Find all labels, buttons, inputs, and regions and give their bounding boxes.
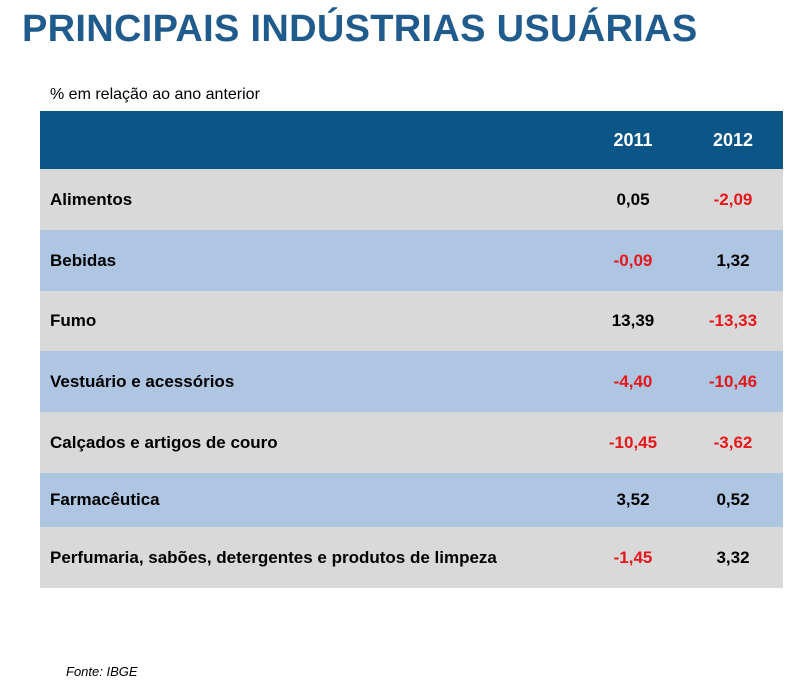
table-header-row: 2011 2012 <box>40 111 783 169</box>
table-row: Alimentos 0,05 -2,09 <box>40 169 783 230</box>
row-label: Perfumaria, sabões, detergentes e produt… <box>50 547 497 567</box>
value-2012: 1,32 <box>716 250 750 270</box>
value-2012: -3,62 <box>713 432 753 452</box>
table-row: Perfumaria, sabões, detergentes e produt… <box>40 527 783 588</box>
value-2011: -0,09 <box>613 250 653 270</box>
value-2011: 3,52 <box>616 490 650 509</box>
table-row: Vestuário e acessórios -4,40 -10,46 <box>40 351 783 412</box>
page-title: PRINCIPAIS INDÚSTRIAS USUÁRIAS <box>22 8 698 50</box>
table-row: Bebidas -0,09 1,32 <box>40 230 783 291</box>
value-2012: 0,52 <box>716 490 750 509</box>
value-2012: 3,32 <box>716 547 750 567</box>
row-label: Fumo <box>50 311 97 330</box>
industry-table: 2011 2012 Alimentos 0,05 -2,09 Bebidas -… <box>40 111 783 588</box>
row-label: Farmacêutica <box>50 490 160 509</box>
value-2012: -10,46 <box>708 371 758 391</box>
row-label: Bebidas <box>50 250 117 270</box>
table-row: Calçados e artigos de couro -10,45 -3,62 <box>40 412 783 473</box>
header-2012: 2012 <box>712 129 754 150</box>
value-2012: -13,33 <box>708 311 758 330</box>
source-note: Fonte: IBGE <box>66 664 138 679</box>
value-2011: 0,05 <box>616 189 650 209</box>
table-subtitle: % em relação ao ano anterior <box>50 86 260 103</box>
table-row: Fumo 13,39 -13,33 <box>40 291 783 351</box>
header-2011: 2011 <box>613 129 653 150</box>
table-row: Farmacêutica 3,52 0,52 <box>40 473 783 527</box>
value-2011: -10,45 <box>608 432 658 452</box>
value-2012: -2,09 <box>713 189 753 209</box>
value-2011: -4,40 <box>613 371 653 391</box>
value-2011: 13,39 <box>611 311 655 330</box>
row-label: Alimentos <box>50 189 133 209</box>
value-2011: -1,45 <box>613 547 653 567</box>
row-label: Vestuário e acessórios <box>50 371 235 391</box>
row-label: Calçados e artigos de couro <box>50 432 278 452</box>
